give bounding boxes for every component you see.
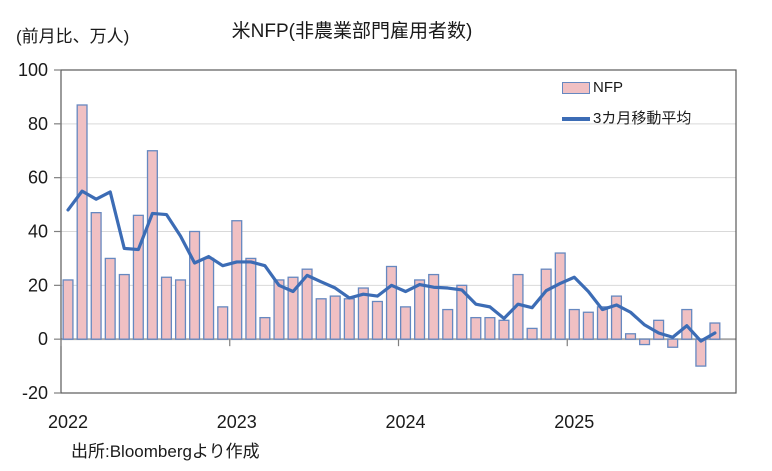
chart-legend: NFP 3カ月移動平均 (562, 80, 691, 126)
nfp-bar-2023-07 (315, 298, 327, 340)
nfp-bar-2025-10 (695, 338, 707, 367)
nfp-bar-2022-07 (146, 150, 158, 340)
nfp-bar-2022-01 (62, 279, 74, 340)
nfp-bar-2024-08 (498, 319, 510, 340)
nfp-bar-2022-04 (104, 257, 116, 340)
nfp-bar-2024-06 (470, 316, 482, 340)
nfp-bar-2025-05 (624, 333, 637, 340)
nfp-bar-2022-03 (90, 212, 102, 340)
nfp-bar-2022-12 (217, 306, 229, 340)
chart-title: 米NFP(非農業部門雇用者数) (231, 21, 473, 42)
nfp-bar-2025-04 (610, 295, 623, 340)
nfp-bar-2023-03 (259, 316, 271, 340)
nfp-bar-2024-05 (456, 284, 468, 340)
legend-item-nfp: NFP (562, 80, 691, 95)
nfp-bar-2023-12 (385, 265, 398, 340)
y-tick-label-40: 40 (28, 222, 48, 242)
nfp-bar-2023-06 (301, 268, 313, 340)
x-tick-label-2023: 2023 (217, 412, 257, 432)
x-tick-label-2024: 2024 (385, 412, 425, 432)
y-tick-label-20: 20 (28, 275, 48, 295)
nfp-bar-2023-10 (357, 287, 369, 340)
nfp-bar-2025-11 (709, 322, 721, 340)
nfp-bar-2025-06 (639, 338, 651, 346)
nfp-bar-2022-11 (203, 257, 215, 340)
nfp-bar-2024-07 (484, 316, 496, 340)
nfp-bar-2023-02 (245, 257, 257, 340)
moving-average-line-swatch-icon (562, 116, 590, 121)
x-tick-label-2022: 2022 (48, 412, 88, 432)
nfp-bar-2024-02 (414, 279, 426, 340)
legend-item-moving-average: 3カ月移動平均 (562, 111, 691, 126)
y-tick-label--20: -20 (22, 383, 48, 403)
nfp-bar-2025-02 (582, 311, 594, 340)
nfp-bar-2024-12 (554, 252, 566, 340)
nfp-bar-2025-01 (568, 308, 580, 340)
y-tick-label-100: 100 (18, 60, 48, 80)
y-tick-label-80: 80 (28, 114, 48, 134)
nfp-bar-2023-08 (329, 295, 341, 340)
moving-average-line (66, 189, 717, 343)
source-note: 出所:Bloombergより作成 (71, 442, 260, 461)
nfp-bar-2024-04 (442, 308, 454, 340)
nfp-bar-2025-03 (596, 306, 608, 340)
nfp-bar-2022-06 (132, 214, 144, 340)
nfp-bar-swatch-icon (562, 81, 590, 94)
nfp-bar-2023-04 (273, 279, 285, 340)
nfp-bar-2024-10 (526, 327, 538, 340)
nfp-bar-2022-08 (160, 276, 173, 340)
nfp-bar-2023-11 (371, 300, 383, 340)
y-tick-label-60: 60 (28, 168, 48, 188)
nfp-bar-2023-09 (343, 298, 355, 340)
y-axis-unit-label: (前月比、万人) (16, 27, 130, 46)
y-tick-label-0: 0 (38, 329, 48, 349)
nfp-bar-2023-05 (287, 276, 299, 340)
nfp-bar-2022-05 (118, 273, 130, 340)
x-tick-label-2025: 2025 (554, 412, 594, 432)
nfp-bar-2024-01 (399, 306, 412, 340)
nfp-bar-2024-03 (428, 273, 440, 340)
nfp-bar-2022-10 (189, 230, 201, 340)
nfp-bar-2022-02 (76, 104, 88, 340)
nfp-bar-2024-11 (540, 268, 552, 340)
nfp-bar-2023-01 (231, 220, 243, 340)
legend-moving-average-label: 3カ月移動平均 (593, 110, 692, 127)
nfp-bar-2022-09 (174, 279, 187, 340)
legend-nfp-label: NFP (593, 79, 623, 96)
nfp-bar-2025-08 (667, 338, 679, 348)
